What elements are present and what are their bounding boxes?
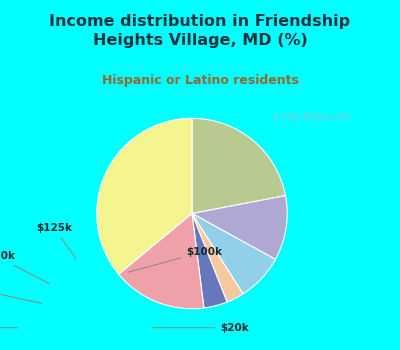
Text: Hispanic or Latino residents: Hispanic or Latino residents [102,74,298,87]
Text: $125k: $125k [36,223,76,259]
Text: $75k: $75k [0,285,42,303]
Wedge shape [192,118,286,214]
Text: $20k: $20k [152,323,249,333]
Text: ℹ City-Data.com: ℹ City-Data.com [274,112,350,122]
Text: $150k: $150k [0,251,49,284]
Wedge shape [192,214,227,308]
Wedge shape [192,214,276,294]
Text: $100k: $100k [128,247,222,272]
Wedge shape [119,214,204,309]
Wedge shape [192,196,287,259]
Text: $200k: $200k [0,323,18,333]
Wedge shape [97,118,192,274]
Wedge shape [192,214,243,302]
Text: Income distribution in Friendship
Heights Village, MD (%): Income distribution in Friendship Height… [50,14,350,48]
